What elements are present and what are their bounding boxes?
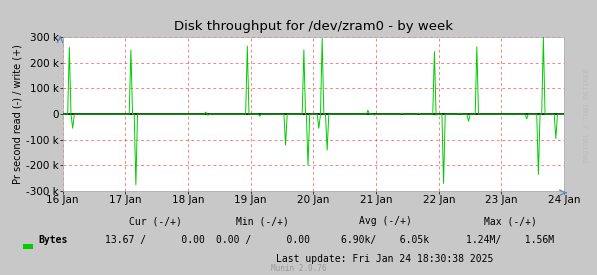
Text: Cur (-/+): Cur (-/+) (129, 216, 181, 226)
Text: Munin 2.0.76: Munin 2.0.76 (271, 264, 326, 273)
Y-axis label: Pr second read (-) / write (+): Pr second read (-) / write (+) (13, 44, 23, 184)
Text: 0.00 /      0.00: 0.00 / 0.00 (216, 235, 310, 245)
Text: 6.90k/    6.05k: 6.90k/ 6.05k (341, 235, 429, 245)
Text: Avg (-/+): Avg (-/+) (359, 216, 411, 226)
Text: 1.24M/    1.56M: 1.24M/ 1.56M (466, 235, 555, 245)
Title: Disk throughput for /dev/zram0 - by week: Disk throughput for /dev/zram0 - by week (174, 20, 453, 33)
Text: RRDTOOL / TOBI OETIKER: RRDTOOL / TOBI OETIKER (584, 69, 590, 162)
Text: Min (-/+): Min (-/+) (236, 216, 289, 226)
Text: 13.67 /      0.00: 13.67 / 0.00 (105, 235, 205, 245)
Text: Max (-/+): Max (-/+) (484, 216, 537, 226)
Text: Last update: Fri Jan 24 18:30:38 2025: Last update: Fri Jan 24 18:30:38 2025 (276, 254, 494, 264)
Text: Bytes: Bytes (39, 235, 68, 245)
